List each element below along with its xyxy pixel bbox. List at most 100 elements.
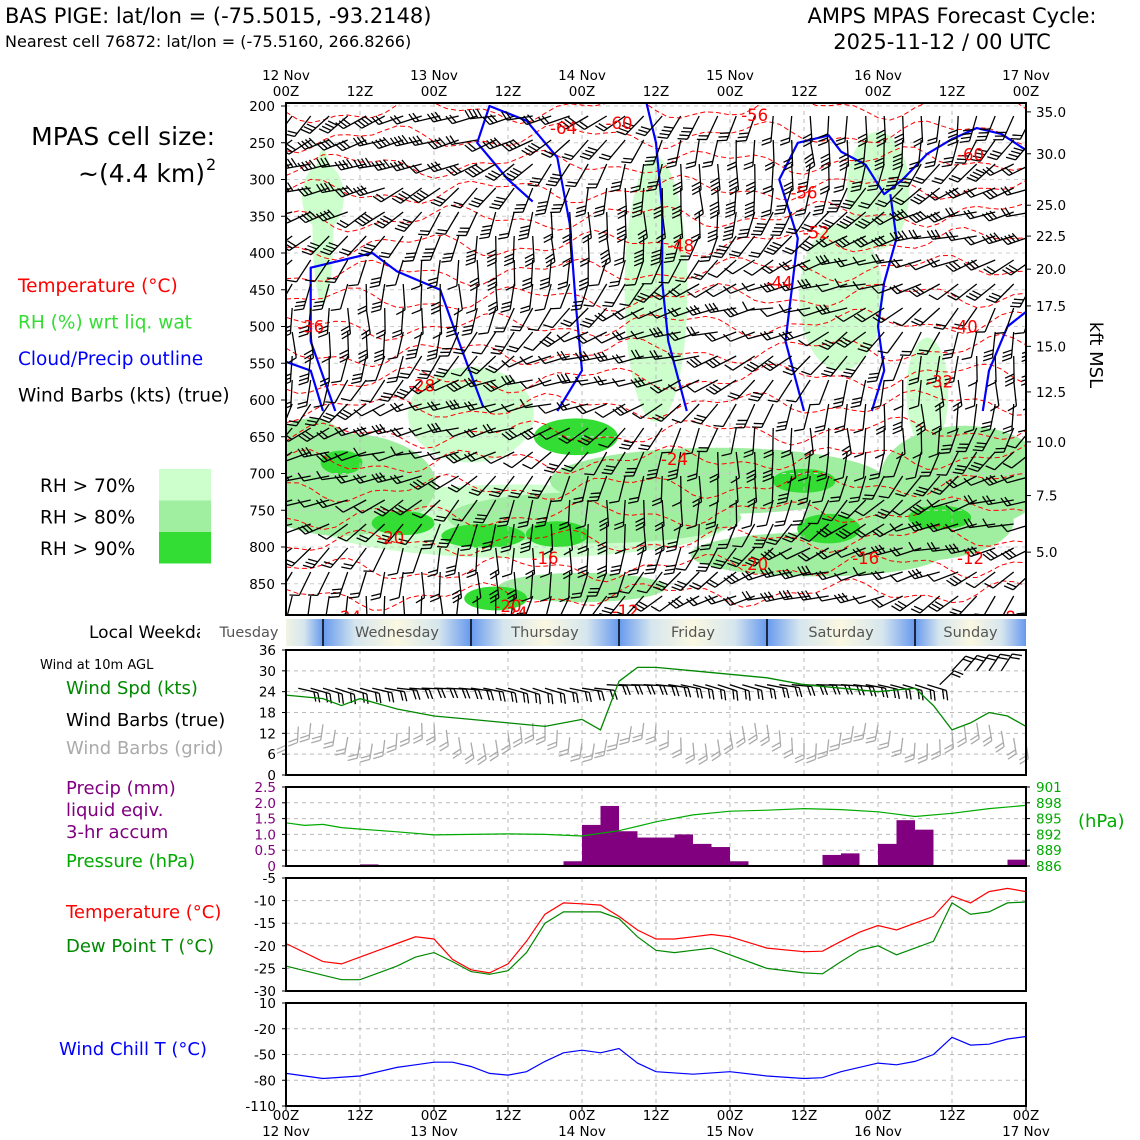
kft-tick: 22.5: [1036, 229, 1066, 245]
kft-tick: 35.0: [1036, 105, 1066, 121]
temperature-label: Temperature (°C): [65, 902, 221, 923]
y-tick: 12: [259, 726, 276, 742]
rh-swatch: [159, 500, 211, 532]
y-tick: 6: [267, 747, 276, 763]
y-tick: -30: [254, 984, 276, 1000]
top-hour-label: 00Z: [865, 84, 891, 100]
pressure-tick: 450: [249, 283, 275, 299]
bottom-date-label: 17 Nov: [1002, 1124, 1050, 1140]
weekday-name: Thursday: [510, 625, 579, 641]
temperature-contour-label: -24: [334, 608, 361, 627]
wind10m-title: Wind at 10m AGL: [40, 658, 154, 673]
legend-entry: RH (%) wrt liq. wat: [18, 313, 192, 334]
top-date-label: 15 Nov: [706, 68, 754, 84]
bottom-date-label: 14 Nov: [558, 1124, 606, 1140]
precip-bar: [730, 861, 749, 866]
bottom-date-label: 13 Nov: [410, 1124, 458, 1140]
precip-bar: [674, 834, 693, 866]
weekday-name: Sunday: [943, 625, 998, 641]
y-tick: 36: [259, 643, 276, 659]
precip-bar: [656, 837, 675, 866]
top-date-label: 14 Nov: [558, 68, 606, 84]
temperature-contour-label: -28: [408, 376, 435, 395]
bottom-hour-label: 00Z: [717, 1108, 743, 1124]
y-tick: 0: [267, 768, 276, 784]
cycle-time: 2025-11-12 / 00 UTC: [833, 30, 1051, 54]
pressure-tick: 300: [249, 173, 275, 189]
pressure-tick: 200: [249, 99, 275, 115]
wind-panel: 0 6 12 18 24 30 36: [259, 643, 1029, 784]
y-tick: -5: [263, 871, 276, 887]
weekday-name: Friday: [671, 625, 715, 641]
precip-label-2: liquid eqiv.: [66, 800, 163, 821]
kft-axis-label: kft MSL: [1085, 322, 1106, 388]
y-tick: 1.5: [255, 812, 276, 828]
pressure-tick: 600: [249, 393, 275, 409]
bottom-hour-label: 12Z: [643, 1108, 669, 1124]
bottom-hour-label: 00Z: [865, 1108, 891, 1124]
top-hour-label: 12Z: [347, 84, 373, 100]
y-tick: -80: [254, 1073, 276, 1089]
y-tick: -25: [254, 961, 276, 977]
precip-bar: [600, 805, 619, 866]
temperature-contour-label: -24: [501, 604, 528, 623]
rh-swatch: [159, 469, 211, 501]
wind-speed-label: Wind Spd (kts): [66, 678, 198, 699]
y-tick: 30: [259, 664, 276, 680]
temperature-contour-label: -60: [606, 114, 633, 133]
precip-label-3: 3-hr accum: [66, 822, 168, 843]
precip-bar: [896, 820, 915, 866]
bottom-hour-label: 12Z: [791, 1108, 817, 1124]
pressure-tick: 892: [1036, 827, 1062, 843]
kft-tick: 5.0: [1036, 545, 1057, 561]
y-tick: 2.0: [255, 796, 276, 812]
windchill-line: [285, 1035, 1027, 1080]
pressure-line: [285, 804, 1027, 837]
pressure-tick: 898: [1036, 796, 1062, 812]
legend-entry: Wind Barbs (kts) (true): [18, 386, 230, 407]
bottom-hour-label: 12Z: [939, 1108, 965, 1124]
dewpoint-line: [285, 901, 1027, 981]
y-tick: -20: [254, 939, 276, 955]
temperature-contour-label: -12: [957, 549, 984, 568]
pressure-tick: 800: [249, 540, 275, 556]
y-tick: -10: [254, 894, 276, 910]
pressure-tick: 250: [249, 136, 275, 152]
section-legend: Temperature (°C) RH (%) wrt liq. wat Cloud…: [17, 276, 230, 407]
kft-tick: 10.0: [1036, 435, 1066, 451]
top-hour-label: 12Z: [939, 84, 965, 100]
cell-line: Nearest cell 76872: lat/lon = (-75.5160,…: [5, 32, 411, 51]
y-tick: 1.0: [255, 827, 276, 843]
kft-tick: 20.0: [1036, 262, 1066, 278]
windchill-label: Wind Chill T (°C): [59, 1039, 207, 1060]
precip-bar: [822, 854, 841, 866]
precip-bar: [693, 843, 712, 866]
top-date-label: 16 Nov: [854, 68, 902, 84]
wind-speed-line: [285, 666, 1027, 731]
kft-tick: 25.0: [1036, 198, 1066, 214]
bottom-hour-label: 12Z: [347, 1108, 373, 1124]
y-tick: 0: [267, 859, 276, 875]
temperature-contour-label: -56: [791, 184, 818, 203]
temperature-contour-label: -24: [661, 450, 688, 469]
precip-bar: [841, 853, 860, 866]
y-tick: -50: [254, 1048, 276, 1064]
top-hour-label: 00Z: [717, 84, 743, 100]
precip-bar: [619, 831, 638, 866]
top-hour-label: 00Z: [569, 84, 595, 100]
top-hour-label: 12Z: [643, 84, 669, 100]
temperature-contour-label: -40: [951, 318, 978, 337]
temperature-contour-label: -36: [297, 318, 324, 337]
pressure-tick: 400: [249, 246, 275, 262]
precip-bar: [915, 829, 934, 866]
pressure-tick: 901: [1036, 780, 1062, 796]
y-tick: -20: [254, 1022, 276, 1038]
temperature-contour-label: -12: [612, 602, 639, 621]
precip-bar: [1007, 859, 1026, 866]
weekday-label: Local Weekday: [89, 623, 216, 643]
temperature-contour-label: -16: [852, 549, 879, 568]
top-hour-label: 12Z: [791, 84, 817, 100]
station-line: BAS PIGE: lat/lon = (-75.5015, -93.2148): [5, 4, 431, 28]
